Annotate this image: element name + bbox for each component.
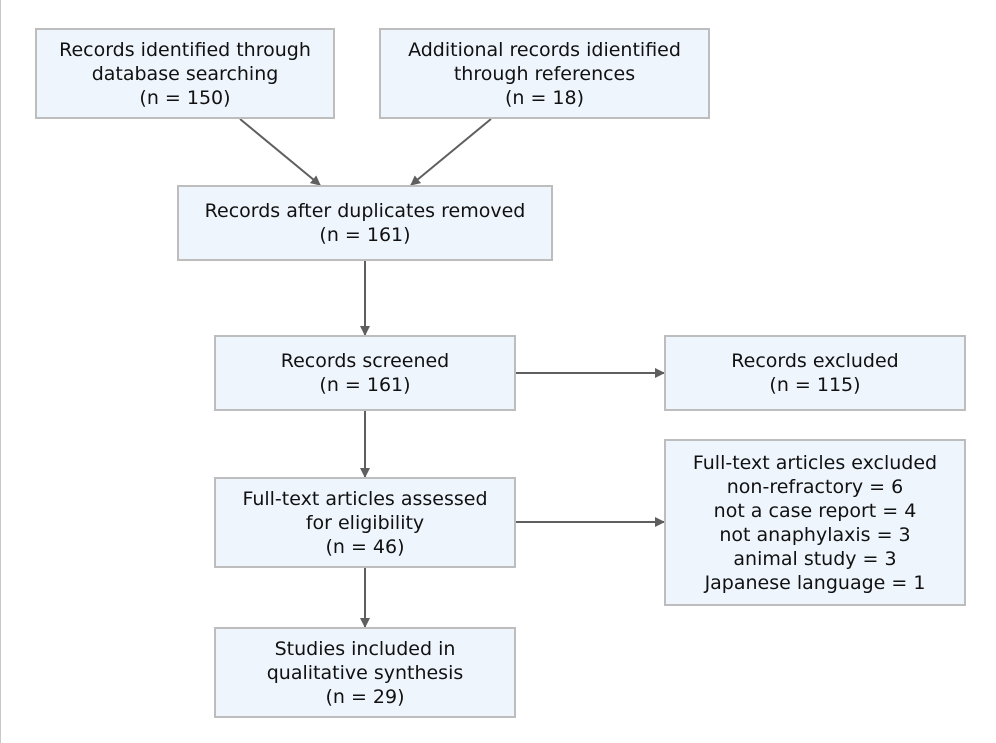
box-text-line: Full-text articles assessed xyxy=(242,487,488,510)
box-text-line: Records identified through xyxy=(59,38,311,61)
records-excluded-box: Records excluded (n = 115) xyxy=(664,335,966,411)
box-count: (n = 18) xyxy=(504,86,585,109)
studies-included-box: Studies included in qualitative synthesi… xyxy=(214,627,516,718)
exclusion-reason: Japanese language = 1 xyxy=(704,571,926,594)
exclusion-reason: not a case report = 4 xyxy=(713,499,917,522)
box-text-line: Studies included in xyxy=(274,637,456,660)
records-identified-database-box: Records identified through database sear… xyxy=(35,28,335,119)
box-text-line: Records screened xyxy=(280,350,450,372)
box-count: (n = 115) xyxy=(769,374,861,396)
box-count: (n = 29) xyxy=(325,685,405,708)
box-text-line: Additional records idientified xyxy=(408,38,681,61)
fulltext-excluded-box: Full-text articles excluded non-refracto… xyxy=(664,439,966,606)
box-count: (n = 161) xyxy=(319,224,411,246)
exclusion-reason: animal study = 3 xyxy=(733,547,897,570)
box-title: Full-text articles excluded xyxy=(692,451,938,474)
exclusion-reason: not anaphylaxis = 3 xyxy=(719,523,911,546)
fulltext-assessed-box: Full-text articles assessed for eligibil… xyxy=(214,477,516,568)
box-count: (n = 46) xyxy=(325,535,405,558)
additional-records-references-box: Additional records idientified through r… xyxy=(379,28,710,119)
arrow-database-to-duplicates xyxy=(239,118,321,186)
duplicates-removed-box: Records after duplicates removed (n = 16… xyxy=(177,185,553,261)
left-border-line xyxy=(0,0,1,743)
box-count: (n = 150) xyxy=(139,86,231,109)
records-screened-box: Records screened (n = 161) xyxy=(214,335,516,411)
box-text-line: Records after duplicates removed xyxy=(204,200,526,222)
box-text-line: database searching xyxy=(91,62,279,85)
box-text-line: Records excluded xyxy=(731,350,899,372)
exclusion-reason: non-refractory = 6 xyxy=(726,475,904,498)
box-count: (n = 161) xyxy=(319,374,411,396)
box-text-line: through references xyxy=(453,62,636,85)
arrow-references-to-duplicates xyxy=(410,118,492,186)
box-text-line: qualitative synthesis xyxy=(266,661,464,684)
box-text-line: for eligibility xyxy=(305,511,425,534)
